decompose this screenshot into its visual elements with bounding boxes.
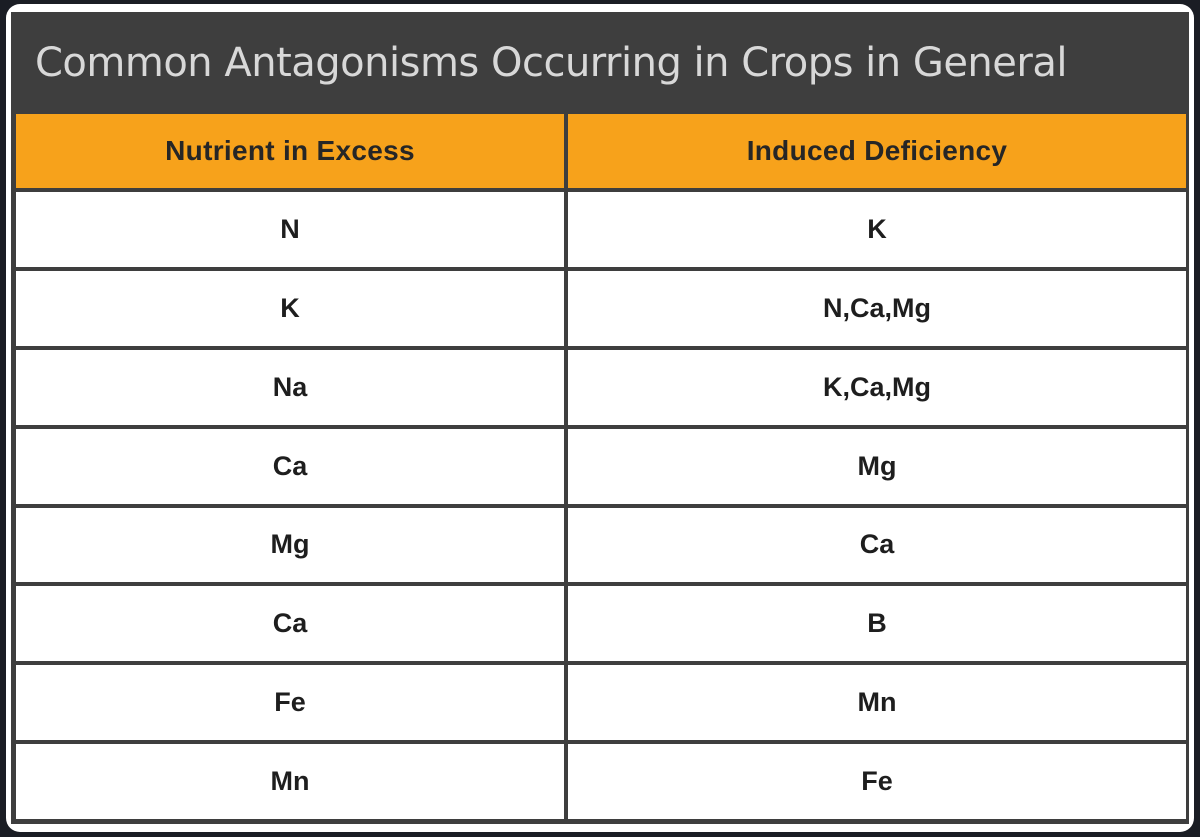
cell-induced-deficiency: Fe xyxy=(568,744,1186,819)
title-bar: Common Antagonisms Occurring in Crops in… xyxy=(11,12,1189,114)
cell-nutrient-in-excess: Mg xyxy=(16,507,564,583)
table-card: Common Antagonisms Occurring in Crops in… xyxy=(6,4,1194,832)
column-header-induced-deficiency: Induced Deficiency xyxy=(568,114,1186,188)
cell-induced-deficiency: K,Ca,Mg xyxy=(568,349,1186,425)
cell-induced-deficiency: Ca xyxy=(568,507,1186,583)
cell-nutrient-in-excess: K xyxy=(16,270,564,346)
table-title: Common Antagonisms Occurring in Crops in… xyxy=(35,40,1067,86)
cell-induced-deficiency: B xyxy=(568,586,1186,662)
cell-induced-deficiency: N,Ca,Mg xyxy=(568,270,1186,346)
column-header-nutrient-in-excess: Nutrient in Excess xyxy=(16,114,564,188)
cell-induced-deficiency: K xyxy=(568,192,1186,267)
cell-nutrient-in-excess: Na xyxy=(16,349,564,425)
cell-induced-deficiency: Mn xyxy=(568,665,1186,741)
cell-nutrient-in-excess: N xyxy=(16,192,564,267)
cell-nutrient-in-excess: Fe xyxy=(16,665,564,741)
cell-nutrient-in-excess: Ca xyxy=(16,586,564,662)
cell-induced-deficiency: Mg xyxy=(568,428,1186,504)
antagonism-table: Nutrient in Excess Induced Deficiency N … xyxy=(11,114,1189,824)
cell-nutrient-in-excess: Ca xyxy=(16,428,564,504)
cell-nutrient-in-excess: Mn xyxy=(16,744,564,819)
